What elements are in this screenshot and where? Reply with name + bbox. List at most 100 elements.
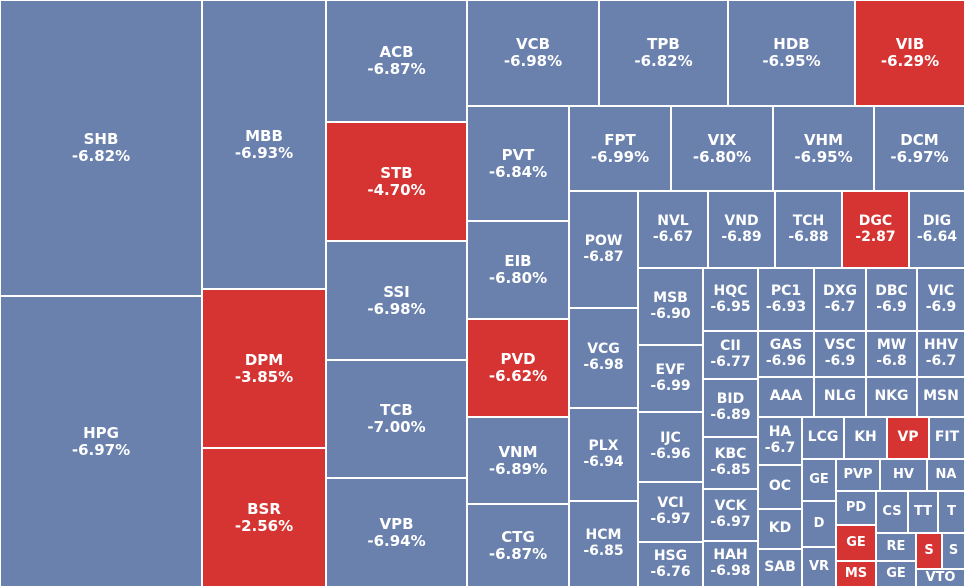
tile-vto[interactable]: VTO <box>916 569 965 587</box>
tile-kd[interactable]: KD <box>758 509 802 549</box>
tile-change: -6.76 <box>650 563 691 580</box>
tile-cs[interactable]: CS <box>876 491 908 533</box>
tile-symbol: ACB <box>379 43 414 62</box>
tile-vci[interactable]: VCI -6.97 <box>638 482 703 542</box>
tile-ctg[interactable]: CTG -6.87% <box>467 504 569 587</box>
tile-nvl[interactable]: NVL -6.67 <box>638 191 708 268</box>
tile-d[interactable]: D <box>802 501 836 547</box>
tile-ijc[interactable]: IJC -6.96 <box>638 412 703 482</box>
tile-plx[interactable]: PLX -6.94 <box>569 408 638 501</box>
tile-hv[interactable]: HV <box>880 459 927 491</box>
tile-dpm[interactable]: DPM -3.85% <box>202 289 326 448</box>
tile-oc[interactable]: OC <box>758 465 802 509</box>
tile-symbol: EIB <box>504 252 532 271</box>
tile-hsg[interactable]: HSG -6.76 <box>638 542 703 587</box>
tile-vp[interactable]: VP <box>887 417 929 459</box>
tile-vcb[interactable]: VCB -6.98% <box>467 0 599 106</box>
tile-dig[interactable]: DIG -6.64 <box>909 191 965 268</box>
tile-nkg[interactable]: NKG <box>866 377 917 417</box>
tile-cii[interactable]: CII -6.77 <box>703 331 758 379</box>
tile-re[interactable]: RE <box>876 533 916 561</box>
tile-vic[interactable]: VIC -6.9 <box>917 268 965 331</box>
tile-bid[interactable]: BID -6.89 <box>703 379 758 437</box>
tile-symbol: STB <box>380 163 413 182</box>
tile-change: -6.93% <box>234 143 294 162</box>
tile-msb[interactable]: MSB -6.90 <box>638 268 703 345</box>
tile-dgc[interactable]: DGC -2.87 <box>842 191 909 268</box>
tile-change: -6.95% <box>794 147 853 166</box>
tile-ge[interactable]: GE <box>836 525 876 561</box>
tile-vcg[interactable]: VCG -6.98 <box>569 308 638 408</box>
tile-dcm[interactable]: DCM -6.97% <box>874 106 965 191</box>
tile-dbc[interactable]: DBC -6.9 <box>866 268 917 331</box>
tile-t[interactable]: T <box>938 491 965 533</box>
tile-tch[interactable]: TCH -6.88 <box>775 191 842 268</box>
tile-gas[interactable]: GAS -6.96 <box>758 331 814 377</box>
tile-vix[interactable]: VIX -6.80% <box>671 106 773 191</box>
tile-hhv[interactable]: HHV -6.7 <box>917 331 965 377</box>
tile-pvt[interactable]: PVT -6.84% <box>467 106 569 221</box>
tile-change: -6.29% <box>880 52 940 70</box>
tile-ge[interactable]: GE <box>876 561 916 587</box>
tile-mbb[interactable]: MBB -6.93% <box>202 0 326 289</box>
tile-msn[interactable]: MSN <box>917 377 965 417</box>
tile-vpb[interactable]: VPB -6.94% <box>326 478 467 587</box>
tile-ssi[interactable]: SSI -6.98% <box>326 241 467 360</box>
tile-bsr[interactable]: BSR -2.56% <box>202 448 326 587</box>
tile-eib[interactable]: EIB -6.80% <box>467 221 569 319</box>
tile-vnd[interactable]: VND -6.89 <box>708 191 775 268</box>
tile-vr[interactable]: VR <box>802 547 836 587</box>
tile-evf[interactable]: EVF -6.99 <box>638 345 703 412</box>
tile-ha[interactable]: HA -6.7 <box>758 417 802 465</box>
tile-dxg[interactable]: DXG -6.7 <box>814 268 866 331</box>
tile-vib[interactable]: VIB -6.29% <box>855 0 965 106</box>
tile-nlg[interactable]: NLG <box>814 377 866 417</box>
tile-vnm[interactable]: VNM -6.89% <box>467 417 569 504</box>
tile-tcb[interactable]: TCB -7.00% <box>326 360 467 478</box>
tile-hqc[interactable]: HQC -6.95 <box>703 268 758 331</box>
tile-symbol: PD <box>845 499 867 515</box>
tile-pow[interactable]: POW -6.87 <box>569 191 638 308</box>
tile-symbol: FPT <box>604 130 636 149</box>
tile-s[interactable]: S <box>942 533 965 569</box>
tile-symbol: KBC <box>714 446 747 463</box>
tile-symbol: VPB <box>379 514 414 533</box>
tile-acb[interactable]: ACB -6.87% <box>326 0 467 122</box>
tile-tpb[interactable]: TPB -6.82% <box>599 0 728 106</box>
tile-symbol: GE <box>886 565 906 581</box>
tile-symbol: VP <box>897 429 919 446</box>
tile-hdb[interactable]: HDB -6.95% <box>728 0 855 106</box>
tile-mw[interactable]: MW -6.8 <box>866 331 917 377</box>
tile-pc1[interactable]: PC1 -6.93 <box>758 268 814 331</box>
tile-hah[interactable]: HAH -6.98 <box>703 541 758 587</box>
tile-aaa[interactable]: AAA <box>758 377 814 417</box>
tile-kbc[interactable]: KBC -6.85 <box>703 437 758 489</box>
tile-vck[interactable]: VCK -6.97 <box>703 489 758 541</box>
tile-hcm[interactable]: HCM -6.85 <box>569 501 638 587</box>
tile-symbol: TT <box>913 503 933 519</box>
tile-fit[interactable]: FIT <box>929 417 965 459</box>
tile-kh[interactable]: KH <box>844 417 887 459</box>
tile-symbol: VHM <box>803 130 844 149</box>
tile-sab[interactable]: SAB <box>758 549 802 587</box>
tile-lcg[interactable]: LCG <box>802 417 844 459</box>
tile-vsc[interactable]: VSC -6.9 <box>814 331 866 377</box>
tile-pvp[interactable]: PVP <box>836 459 880 491</box>
tile-stb[interactable]: STB -4.70% <box>326 122 467 241</box>
tile-fpt[interactable]: FPT -6.99% <box>569 106 671 191</box>
tile-change: -6.98 <box>583 357 624 373</box>
tile-vhm[interactable]: VHM -6.95% <box>773 106 874 191</box>
tile-change: -6.87 <box>583 248 624 265</box>
tile-change: -6.94% <box>367 531 426 550</box>
tile-hpg[interactable]: HPG -6.97% <box>0 296 202 587</box>
tile-ms[interactable]: MS <box>836 561 876 587</box>
tile-tt[interactable]: TT <box>908 491 938 533</box>
tile-shb[interactable]: SHB -6.82% <box>0 0 202 296</box>
tile-ge[interactable]: GE <box>802 459 836 501</box>
tile-pvd[interactable]: PVD -6.62% <box>467 319 569 417</box>
tile-pd[interactable]: PD <box>836 491 876 525</box>
tile-na[interactable]: NA <box>927 459 965 491</box>
tile-s[interactable]: S <box>916 533 942 569</box>
tile-symbol: NLG <box>823 388 857 405</box>
